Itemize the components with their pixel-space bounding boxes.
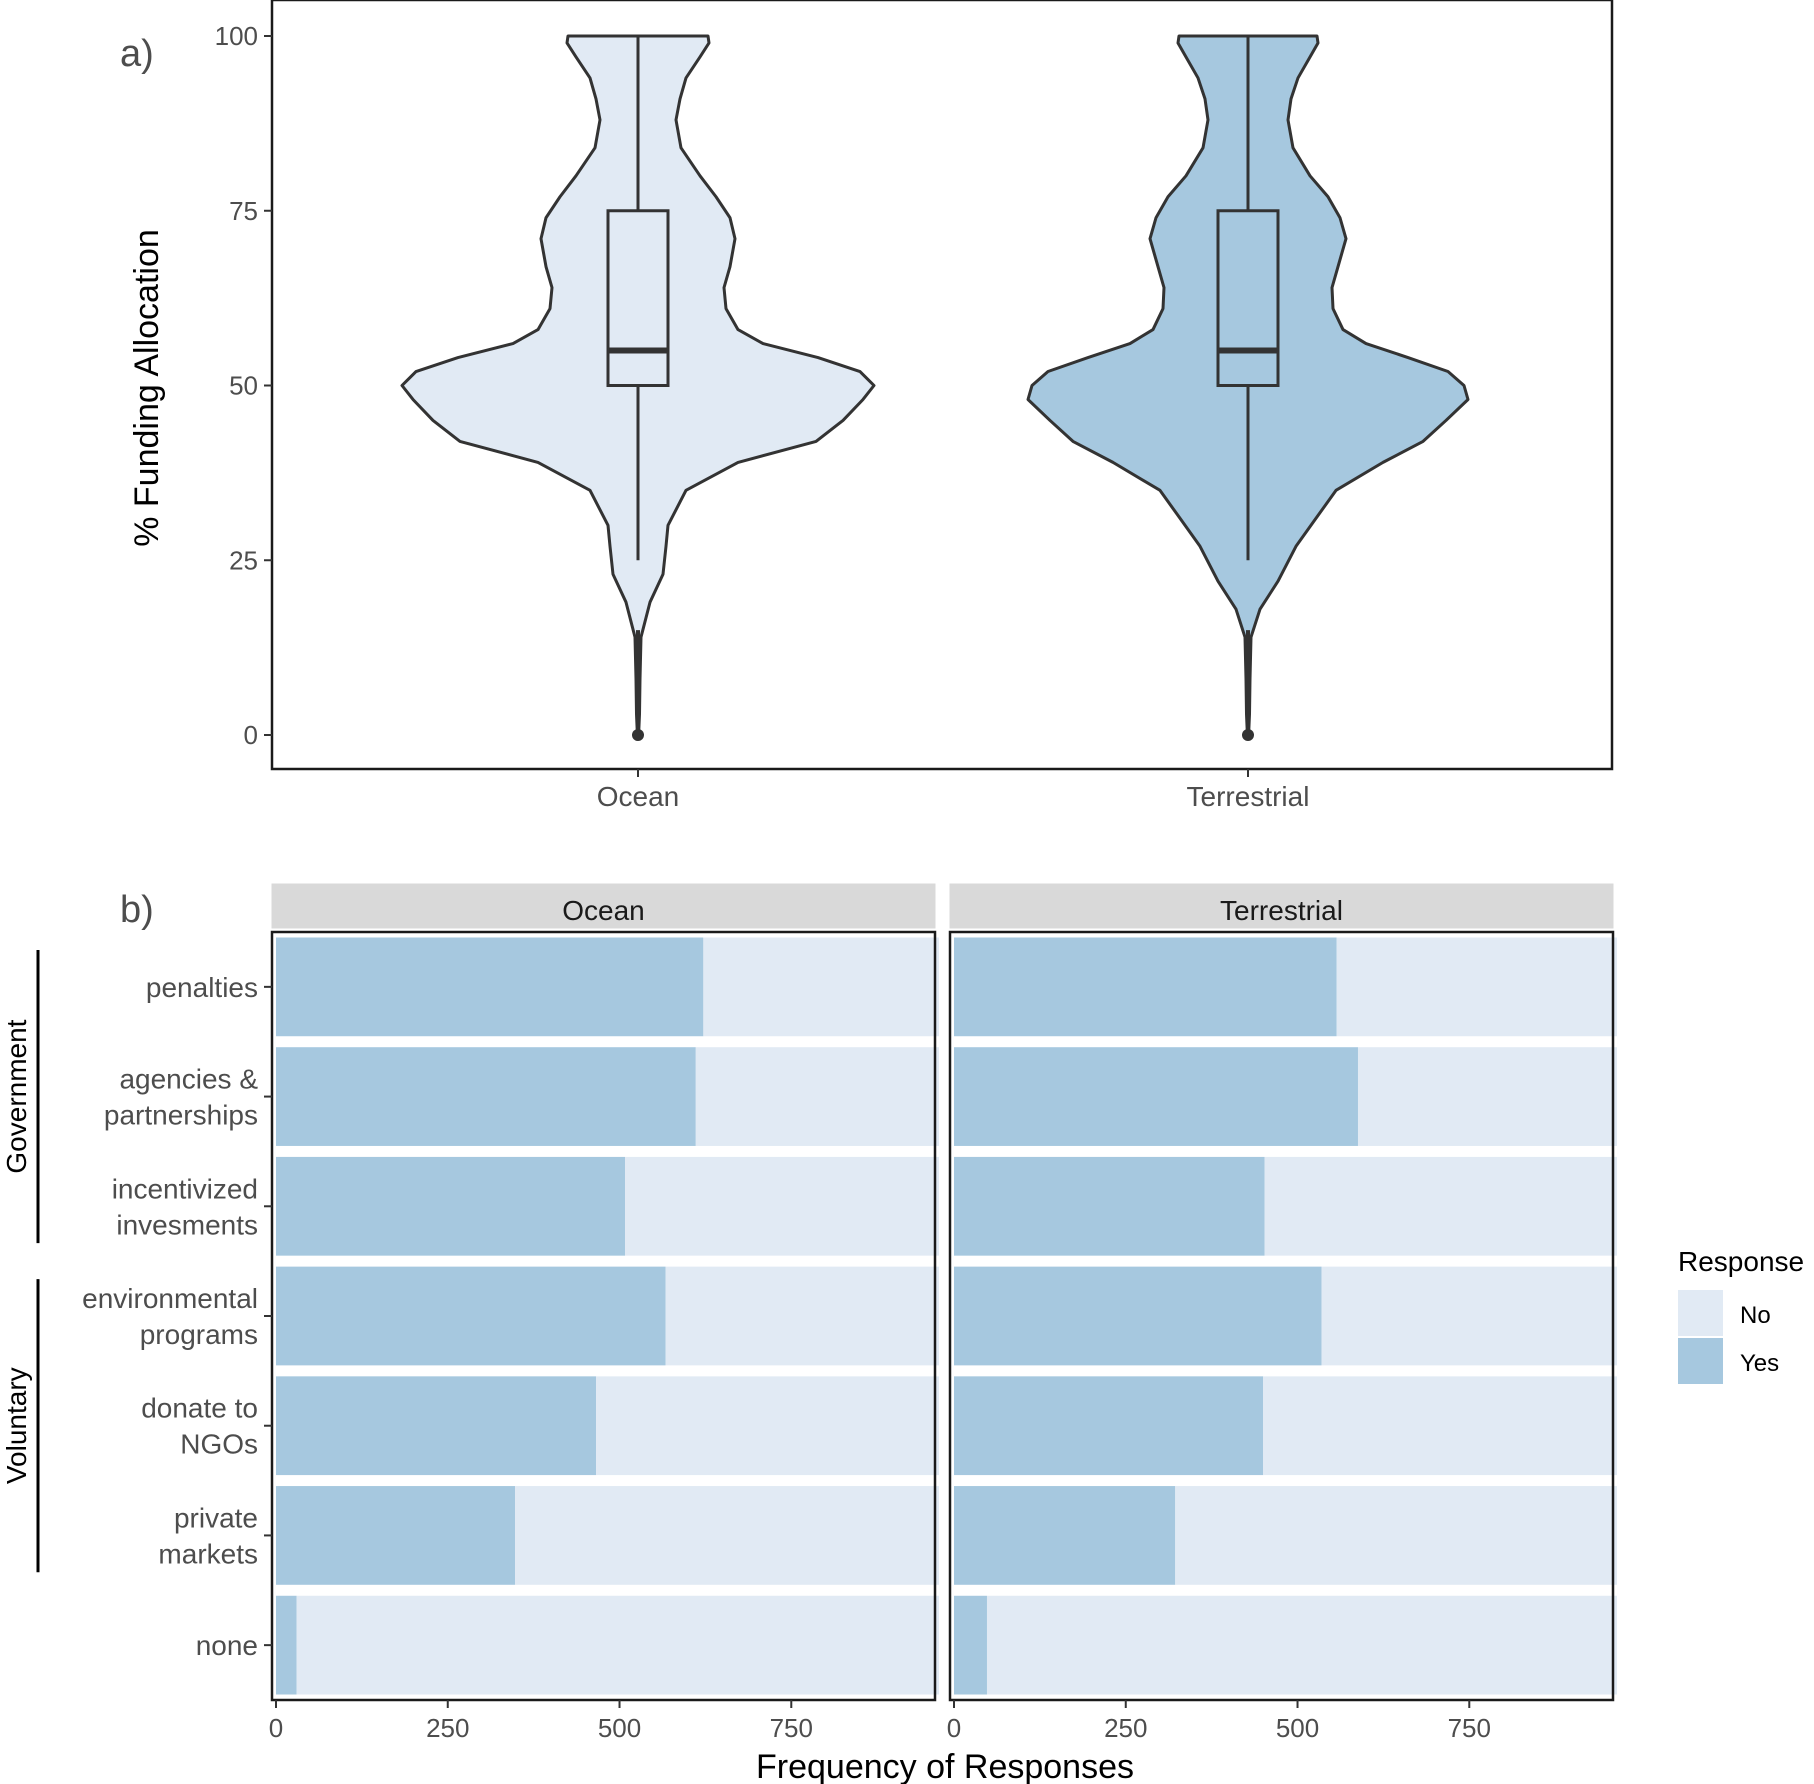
panel-b-facets: Ocean 0 250 500 750 Terrestrial 0 250 500 750	[269, 883, 1617, 1743]
category-label-line: incentivized	[112, 1173, 258, 1204]
panel-a-y-axis: 0 25 50 75 100	[215, 21, 272, 750]
x-tick-label: 250	[1104, 1713, 1147, 1743]
group-label-government: Government	[1, 1019, 32, 1173]
category-label-none: none	[196, 1630, 258, 1661]
bar-yes-terrestrial-penalties	[954, 937, 1337, 1037]
x-tick-label-ocean: Ocean	[597, 781, 680, 812]
panel-b-x-axis-title: Frequency of Responses	[756, 1748, 1134, 1784]
category-label-line: private	[174, 1502, 258, 1533]
category-label-line: partnerships	[104, 1100, 258, 1131]
panel-a-label: a)	[120, 33, 154, 75]
panel-a-y-axis-title: % Funding Allocation	[128, 229, 166, 547]
panel-a: a) 0 25 50 75 100 Ocean Terrestrial % Funding…	[120, 0, 1614, 812]
bar-no-ocean-private-markets	[515, 1486, 939, 1585]
facet-frame-terrestrial	[948, 930, 1615, 1702]
category-label-line: invesments	[116, 1209, 258, 1240]
group-label-voluntary: Voluntary	[1, 1367, 32, 1484]
legend-key-yes	[1678, 1338, 1723, 1384]
category-label-line: donate to	[141, 1393, 258, 1424]
x-tick-label-terrestrial: Terrestrial	[1187, 781, 1310, 812]
y-tick-label: 75	[229, 196, 258, 226]
x-tick-label: 500	[1276, 1713, 1319, 1743]
legend-label-no: No	[1740, 1302, 1771, 1329]
category-label-line: agencies &	[119, 1064, 258, 1095]
facet-strip-terrestrial	[949, 883, 1614, 929]
bar-no-ocean-donate-to-ngos	[596, 1376, 939, 1476]
bar-yes-terrestrial-none	[954, 1595, 987, 1695]
facet-strip-ocean	[271, 883, 936, 929]
box-terrestrial	[1216, 209, 1280, 387]
bar-yes-ocean-none	[276, 1595, 297, 1695]
bar-yes-ocean-agencies-partnerships	[276, 1047, 696, 1146]
panel-a-x-axis: Ocean Terrestrial	[597, 769, 1310, 812]
x-tick-label: 750	[1448, 1713, 1491, 1743]
bar-yes-terrestrial-private-markets	[954, 1486, 1176, 1585]
category-label-donate-to-ngos: donate to NGOs	[141, 1393, 258, 1460]
bar-no-ocean-agencies-partnerships	[695, 1047, 939, 1146]
bar-no-ocean-penalties	[703, 937, 939, 1037]
bar-yes-ocean-environmental-programs	[276, 1266, 666, 1366]
panel-b-groups: Government Voluntary	[1, 950, 40, 1573]
legend-label-yes: Yes	[1740, 1350, 1779, 1377]
legend: Response No Yes	[1678, 1246, 1804, 1384]
bar-yes-ocean-penalties	[276, 937, 704, 1037]
facet-strip-label-ocean: Ocean	[562, 895, 645, 926]
facet-terrestrial: Terrestrial 0 250 500 750	[947, 883, 1617, 1743]
bar-yes-terrestrial-donate-to-ngos	[954, 1376, 1264, 1476]
category-label-line: none	[196, 1630, 258, 1661]
bar-no-ocean-environmental-programs	[665, 1266, 939, 1366]
x-tick-label: 250	[426, 1713, 469, 1743]
facet-ocean: Ocean 0 250 500 750	[269, 883, 939, 1743]
panel-a-violins	[400, 34, 1470, 741]
bar-yes-terrestrial-incentivized-invesments	[954, 1156, 1265, 1256]
outlier-point-ocean	[632, 729, 644, 741]
legend-key-no	[1678, 1290, 1723, 1336]
category-label-agencies-partnerships: agencies & partnerships	[104, 1064, 258, 1131]
outlier-point-terrestrial	[1242, 729, 1254, 741]
x-tick-label: 750	[770, 1713, 813, 1743]
bar-no-terrestrial-agencies-partnerships	[1357, 1047, 1617, 1146]
category-label-incentivized-invesments: incentivized invesments	[112, 1173, 258, 1240]
category-label-line: programs	[140, 1319, 258, 1350]
x-tick-label: 0	[269, 1713, 283, 1743]
x-tick-label: 0	[947, 1713, 961, 1743]
bar-no-terrestrial-private-markets	[1175, 1486, 1617, 1585]
category-label-line: penalties	[146, 972, 258, 1003]
panel-b-category-labels: penalties agencies & partnerships incentivi…	[82, 972, 272, 1661]
facet-strip-label-terrestrial: Terrestrial	[1220, 895, 1343, 926]
category-label-penalties: penalties	[146, 972, 258, 1003]
bar-yes-terrestrial-agencies-partnerships	[954, 1047, 1358, 1146]
category-label-line: markets	[158, 1538, 258, 1569]
panel-b-label: b)	[120, 889, 154, 931]
y-tick-label: 50	[229, 371, 258, 401]
bar-yes-ocean-donate-to-ngos	[276, 1376, 597, 1476]
bar-no-terrestrial-environmental-programs	[1321, 1266, 1617, 1366]
category-label-environmental-programs: environmental programs	[82, 1283, 258, 1350]
bar-no-terrestrial-incentivized-invesments	[1264, 1156, 1617, 1256]
y-tick-label: 25	[229, 545, 258, 575]
x-tick-label: 500	[598, 1713, 641, 1743]
bar-yes-ocean-private-markets	[276, 1486, 516, 1585]
category-label-private-markets: private markets	[158, 1502, 258, 1569]
bar-no-terrestrial-donate-to-ngos	[1263, 1376, 1617, 1476]
bar-no-ocean-none	[296, 1595, 939, 1695]
bar-yes-terrestrial-environmental-programs	[954, 1266, 1322, 1366]
box-ocean	[606, 209, 670, 387]
bar-no-terrestrial-none	[986, 1595, 1617, 1695]
bar-no-ocean-incentivized-invesments	[625, 1156, 939, 1256]
bar-yes-ocean-incentivized-invesments	[276, 1156, 626, 1256]
category-label-line: NGOs	[180, 1429, 258, 1460]
category-label-line: environmental	[82, 1283, 258, 1314]
y-tick-label: 0	[244, 720, 258, 750]
legend-title: Response	[1678, 1246, 1804, 1277]
bar-no-terrestrial-penalties	[1336, 937, 1617, 1037]
y-tick-label: 100	[215, 21, 258, 51]
